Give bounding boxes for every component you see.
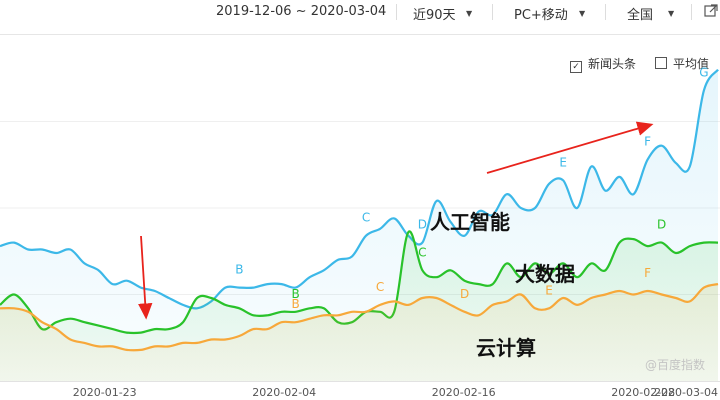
toolbar-divider bbox=[605, 4, 606, 20]
point-marker-ai: F bbox=[644, 135, 651, 149]
point-marker-bigdata: C bbox=[418, 245, 426, 259]
annotation-arrow bbox=[138, 235, 153, 320]
point-marker-ai: C bbox=[362, 211, 370, 225]
x-tick-label: 2020-01-23 bbox=[73, 386, 137, 399]
x-tick-label: 2020-02-04 bbox=[252, 386, 316, 399]
area-cloud bbox=[0, 284, 718, 381]
annotation-cloud: 云计算 bbox=[476, 336, 536, 360]
period-select[interactable]: 近90天 bbox=[413, 8, 456, 23]
point-marker-cloud: C bbox=[376, 280, 384, 294]
news-toggle[interactable]: ✓ 新闻头条 bbox=[570, 55, 636, 73]
point-marker-ai: B bbox=[235, 263, 243, 277]
x-tick-label: 2020-03-04 bbox=[654, 386, 718, 399]
divider bbox=[0, 34, 720, 35]
region-select[interactable]: 全国 bbox=[627, 8, 654, 23]
point-marker-ai: G bbox=[699, 65, 708, 79]
avg-label: 平均值 bbox=[673, 57, 710, 71]
point-marker-ai: E bbox=[559, 155, 567, 169]
annotation-ai: 人工智能 bbox=[430, 210, 510, 234]
news-label: 新闻头条 bbox=[588, 57, 637, 71]
avg-toggle[interactable]: 平均值 bbox=[655, 55, 709, 72]
checkbox-checked-icon[interactable]: ✓ bbox=[570, 61, 582, 73]
point-marker-cloud: E bbox=[545, 283, 553, 297]
point-marker-cloud: F bbox=[644, 266, 651, 280]
x-tick-label: 2020-02-28 bbox=[611, 386, 675, 399]
chevron-down-icon[interactable]: ▼ bbox=[579, 9, 586, 18]
share-icon[interactable] bbox=[704, 4, 718, 18]
annotation-arrow bbox=[486, 121, 654, 174]
series-line-ai bbox=[0, 68, 719, 310]
watermark: @百度指数 bbox=[645, 358, 706, 372]
toolbar-divider bbox=[492, 4, 493, 20]
point-marker-ai: D bbox=[418, 218, 427, 232]
toolbar-divider bbox=[396, 4, 397, 20]
chevron-down-icon[interactable]: ▼ bbox=[668, 9, 675, 18]
device-select[interactable]: PC+移动 bbox=[514, 8, 568, 23]
point-marker-cloud: B bbox=[292, 297, 300, 311]
chevron-down-icon[interactable]: ▼ bbox=[466, 9, 473, 18]
point-marker-bigdata: B bbox=[292, 287, 300, 301]
toolbar: 2019-12-06 ~ 2020-03-04 近90天 ▼ PC+移动 ▼ 全… bbox=[0, 0, 720, 26]
date-range[interactable]: 2019-12-06 ~ 2020-03-04 bbox=[216, 4, 387, 19]
annotation-bigdata: 大数据 bbox=[515, 262, 575, 286]
point-marker-cloud: D bbox=[460, 287, 469, 301]
series-line-cloud bbox=[0, 283, 719, 352]
checkbox-empty-icon[interactable] bbox=[655, 57, 667, 69]
x-tick-label: 2020-02-16 bbox=[432, 386, 496, 399]
toolbar-divider bbox=[691, 4, 692, 20]
point-marker-bigdata: D bbox=[657, 218, 666, 232]
